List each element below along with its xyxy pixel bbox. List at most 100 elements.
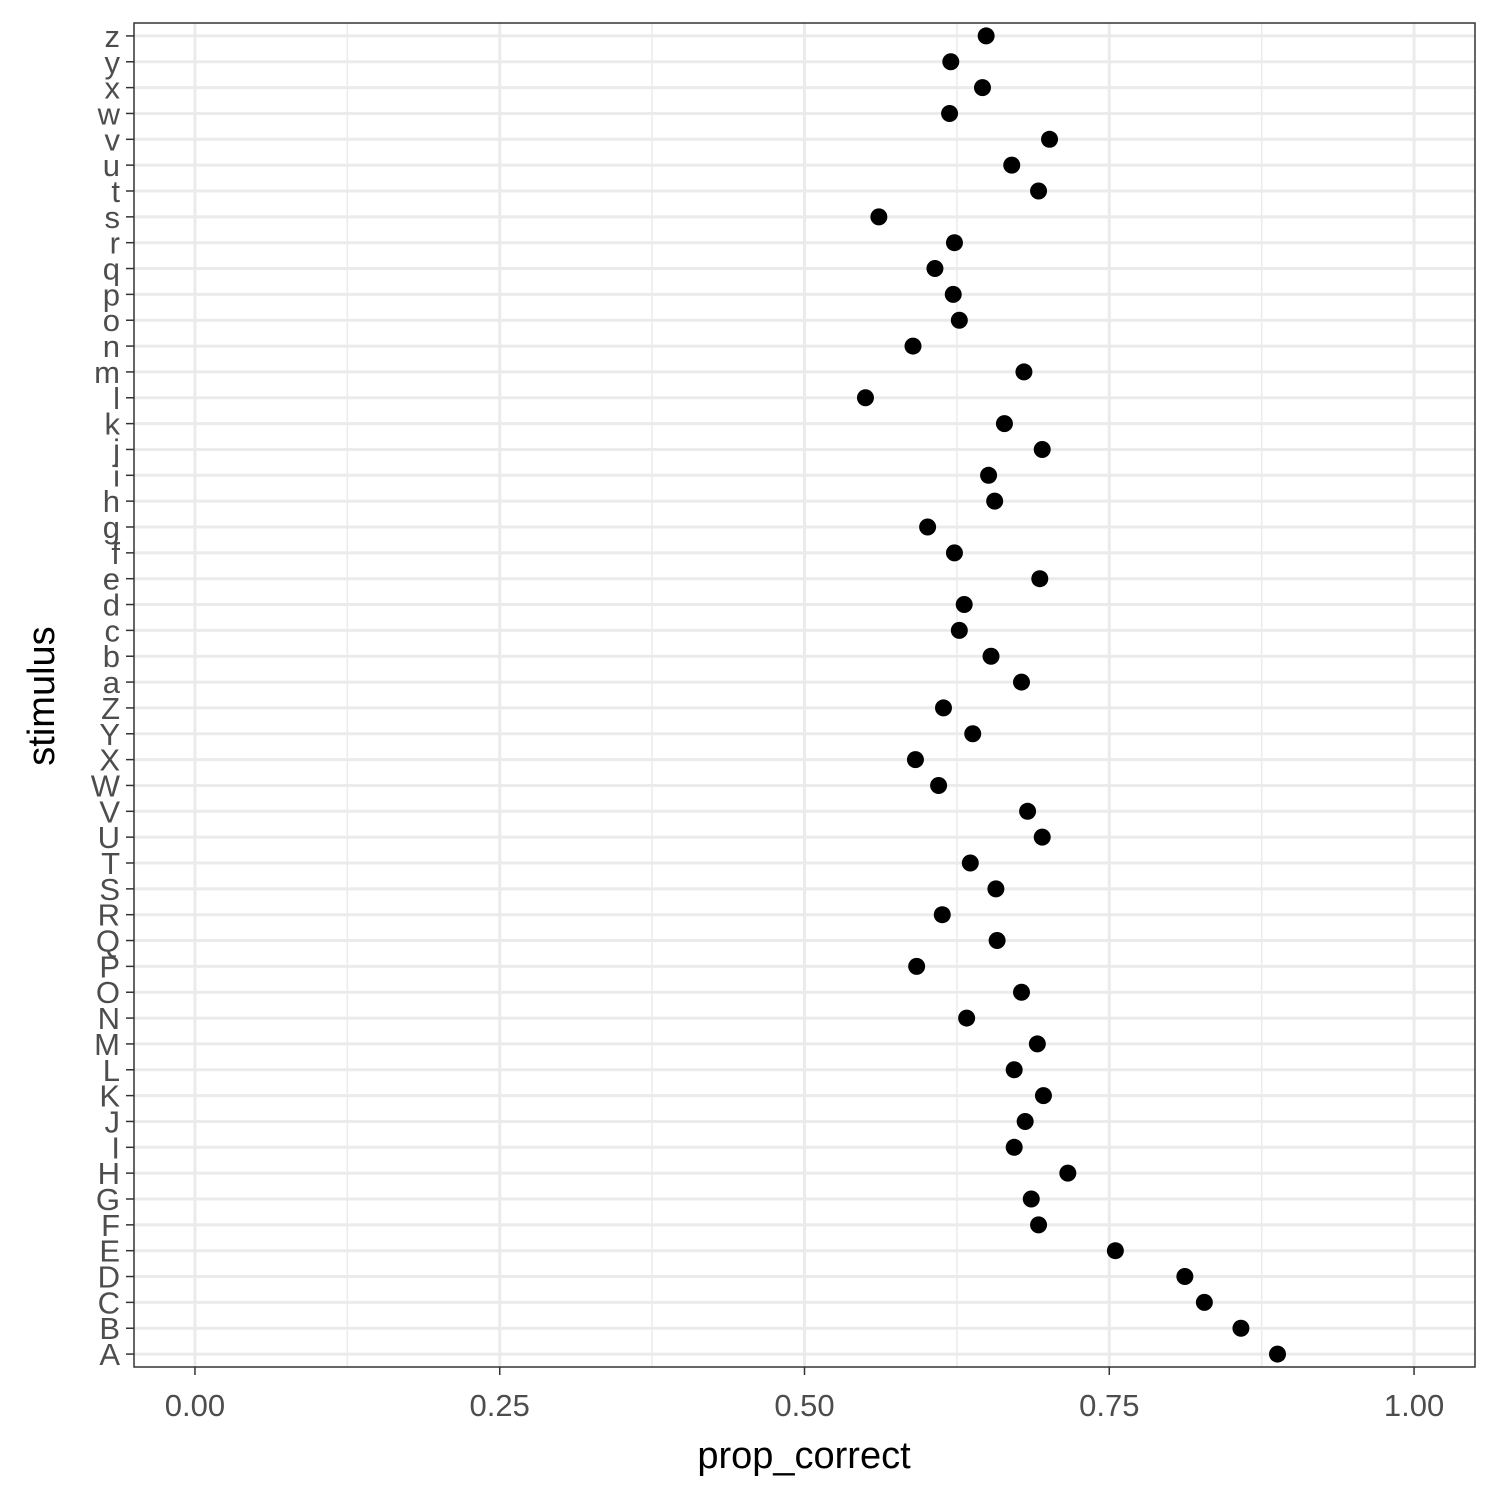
data-point [934, 699, 952, 717]
data-points [856, 27, 1287, 1363]
data-point [982, 647, 1000, 665]
data-point [1003, 156, 1021, 174]
data-point [941, 104, 959, 122]
y-tick-label: L [103, 1053, 120, 1088]
data-point [1012, 673, 1030, 691]
y-tick-label: d [103, 588, 120, 623]
y-tick-label: i [113, 458, 120, 493]
y-tick-label: c [105, 613, 121, 648]
data-point [1232, 1319, 1250, 1337]
y-tick-label: l [113, 381, 120, 416]
data-point [995, 415, 1013, 433]
data-point [908, 957, 926, 975]
y-tick-label: y [105, 45, 121, 80]
y-tick-label: T [101, 846, 120, 881]
axis-ticks [126, 35, 1415, 1375]
data-point [950, 621, 968, 639]
y-tick-label: s [105, 200, 121, 235]
data-point [1022, 1190, 1040, 1208]
y-tick-label: Y [99, 717, 120, 752]
data-point [926, 260, 944, 278]
y-tick-label: A [99, 1337, 120, 1372]
y-tick-label: b [103, 639, 120, 674]
y-tick-label: X [99, 743, 120, 778]
data-point [942, 53, 960, 71]
data-point [1195, 1293, 1213, 1311]
data-point [944, 285, 962, 303]
y-tick-label: k [105, 407, 121, 442]
data-point [1030, 182, 1048, 200]
y-tick-label: a [103, 665, 121, 700]
y-tick-label: x [105, 71, 121, 106]
data-point [1005, 1138, 1023, 1156]
data-point [930, 776, 948, 794]
y-tick-label: f [111, 536, 120, 571]
data-point [1005, 1061, 1023, 1079]
y-tick-label: E [99, 1234, 120, 1269]
data-point [945, 544, 963, 562]
y-tick-label: h [103, 484, 120, 519]
data-point [1033, 440, 1051, 458]
data-point [1030, 1216, 1048, 1234]
data-point [906, 751, 924, 769]
y-tick-label: n [103, 329, 120, 364]
data-point [1031, 570, 1049, 588]
x-tick-label: 0.00 [165, 1388, 225, 1423]
data-point [1041, 130, 1059, 148]
y-tick-label: r [110, 226, 120, 261]
data-point [1028, 1035, 1046, 1053]
data-point [955, 596, 973, 614]
data-point [964, 725, 982, 743]
x-tick-label: 0.25 [470, 1388, 530, 1423]
data-point [1059, 1164, 1077, 1182]
x-tick-labels: 0.00 0.25 0.50 0.75 1.00 [165, 1388, 1444, 1423]
y-tick-label: g [103, 510, 120, 545]
data-point [986, 492, 1004, 510]
y-tick-label: p [103, 277, 120, 312]
data-point [1016, 1112, 1034, 1130]
y-axis-title: stimulus [21, 626, 63, 765]
y-tick-label: P [99, 949, 120, 984]
y-tick-label: z [105, 19, 121, 54]
y-tick-label: w [97, 96, 121, 131]
x-tick-label: 0.75 [1079, 1388, 1139, 1423]
y-tick-label: R [98, 898, 120, 933]
y-tick-label: q [103, 252, 120, 287]
data-point [1012, 983, 1030, 1001]
y-tick-label: e [103, 562, 120, 597]
y-tick-label: O [96, 975, 120, 1010]
data-point [988, 932, 1006, 950]
y-tick-label: F [101, 1208, 120, 1243]
y-tick-label: K [99, 1079, 120, 1114]
y-tick-label: o [103, 303, 120, 338]
y-tick-label: G [96, 1182, 120, 1217]
y-tick-label: D [98, 1260, 120, 1295]
y-tick-label: B [99, 1311, 120, 1346]
y-tick-label: W [91, 768, 121, 803]
data-point [1015, 363, 1033, 381]
data-point [1176, 1268, 1194, 1286]
data-point [856, 389, 874, 407]
data-point [945, 234, 963, 252]
y-tick-label: M [94, 1027, 120, 1062]
y-tick-label: m [94, 355, 120, 390]
data-point [1033, 828, 1051, 846]
y-tick-label: u [103, 148, 120, 183]
data-point [987, 880, 1005, 898]
data-point [1106, 1242, 1124, 1260]
y-tick-label: Z [101, 691, 120, 726]
y-tick-label: I [111, 1130, 120, 1165]
data-point [950, 311, 968, 329]
y-tick-label: j [112, 432, 120, 467]
data-point [904, 337, 922, 355]
data-point [1269, 1345, 1287, 1363]
y-tick-label: v [105, 122, 121, 157]
y-tick-label: N [98, 1001, 120, 1036]
data-point [977, 27, 995, 45]
y-tick-label: S [99, 872, 120, 907]
data-point [961, 854, 979, 872]
y-tick-label: J [105, 1104, 121, 1139]
y-tick-label: t [111, 174, 120, 209]
grid-major-lines [134, 23, 1475, 1367]
